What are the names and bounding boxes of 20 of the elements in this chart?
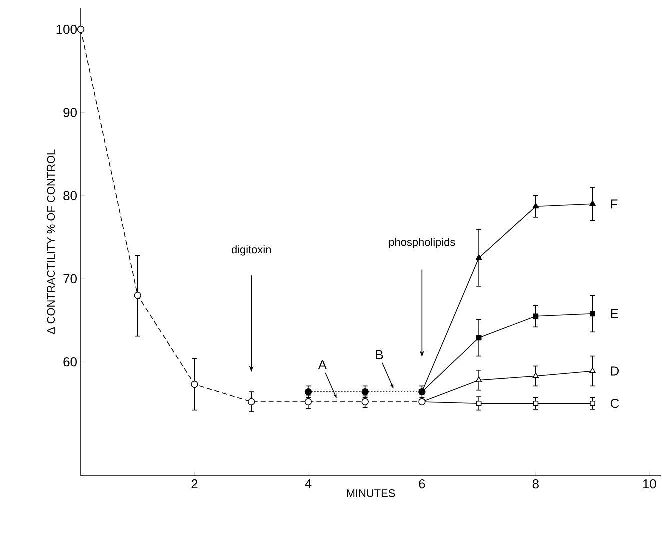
annotation: phospholipids: [389, 238, 456, 248]
x-tick-label: 8: [532, 480, 539, 489]
annotation: A: [318, 360, 327, 370]
annotation: B: [376, 350, 384, 360]
y-tick-label: 60: [64, 358, 77, 367]
x-tick-label: 2: [192, 480, 198, 489]
y-tick-label: 90: [64, 108, 77, 118]
x-tick-label: 6: [419, 480, 426, 489]
y-tick-label: 100: [56, 25, 77, 34]
annotation: digitoxin: [232, 246, 271, 256]
series-label: F: [611, 200, 618, 209]
series-label: E: [611, 309, 618, 318]
x-axis-title: MINUTES: [347, 490, 396, 498]
series-label: C: [610, 399, 620, 408]
y-axis-title: Δ CONTRACTILITY % OF CONTROL: [47, 150, 56, 334]
y-tick-label: 70: [64, 274, 77, 284]
x-tick-label: 4: [305, 480, 312, 488]
series-label: D: [611, 366, 620, 376]
y-tick-label: 80: [64, 191, 77, 200]
x-tick-label: 10: [643, 480, 656, 489]
